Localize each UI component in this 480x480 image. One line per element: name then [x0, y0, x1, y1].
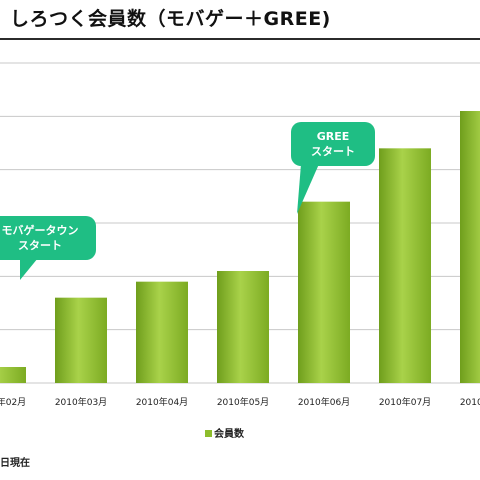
callout: GREE スタート: [291, 122, 375, 214]
callout-label: GREE: [317, 130, 350, 143]
callout-label: スタート: [311, 145, 355, 158]
bar: [0, 367, 26, 383]
x-axis-ticks: 2010年02月 2010年03月 2010年04月 2010年05月 2010年06月…: [0, 396, 480, 408]
bars: [0, 111, 480, 383]
chart-title: しろつく会員数（モバゲー＋GREE): [10, 8, 331, 30]
bar: [55, 297, 107, 383]
callout-label: モバゲータウン: [2, 223, 79, 237]
x-tick-label: 2010年06月: [298, 396, 350, 408]
legend-label: 会員数: [214, 427, 245, 440]
x-tick-label: 2010年08月: [460, 396, 480, 408]
x-tick-label: 2010年07月: [379, 396, 431, 408]
legend-swatch: [205, 430, 212, 437]
x-tick-label: 2010年04月: [136, 396, 188, 408]
callout-label: スタート: [18, 239, 62, 252]
legend: 会員数: [205, 427, 245, 440]
x-tick-label: 2010年03月: [55, 396, 107, 408]
footnote: 日現在: [0, 458, 30, 469]
bar: [298, 201, 350, 383]
bar: [136, 281, 188, 383]
x-tick-label: 2010年05月: [217, 396, 269, 408]
legend-item: 会員数: [205, 427, 245, 440]
bar: [379, 148, 431, 383]
title-divider: [0, 38, 480, 40]
x-tick-label: 2010年02月: [0, 396, 26, 408]
bar: [460, 111, 480, 383]
bar: [217, 271, 269, 383]
